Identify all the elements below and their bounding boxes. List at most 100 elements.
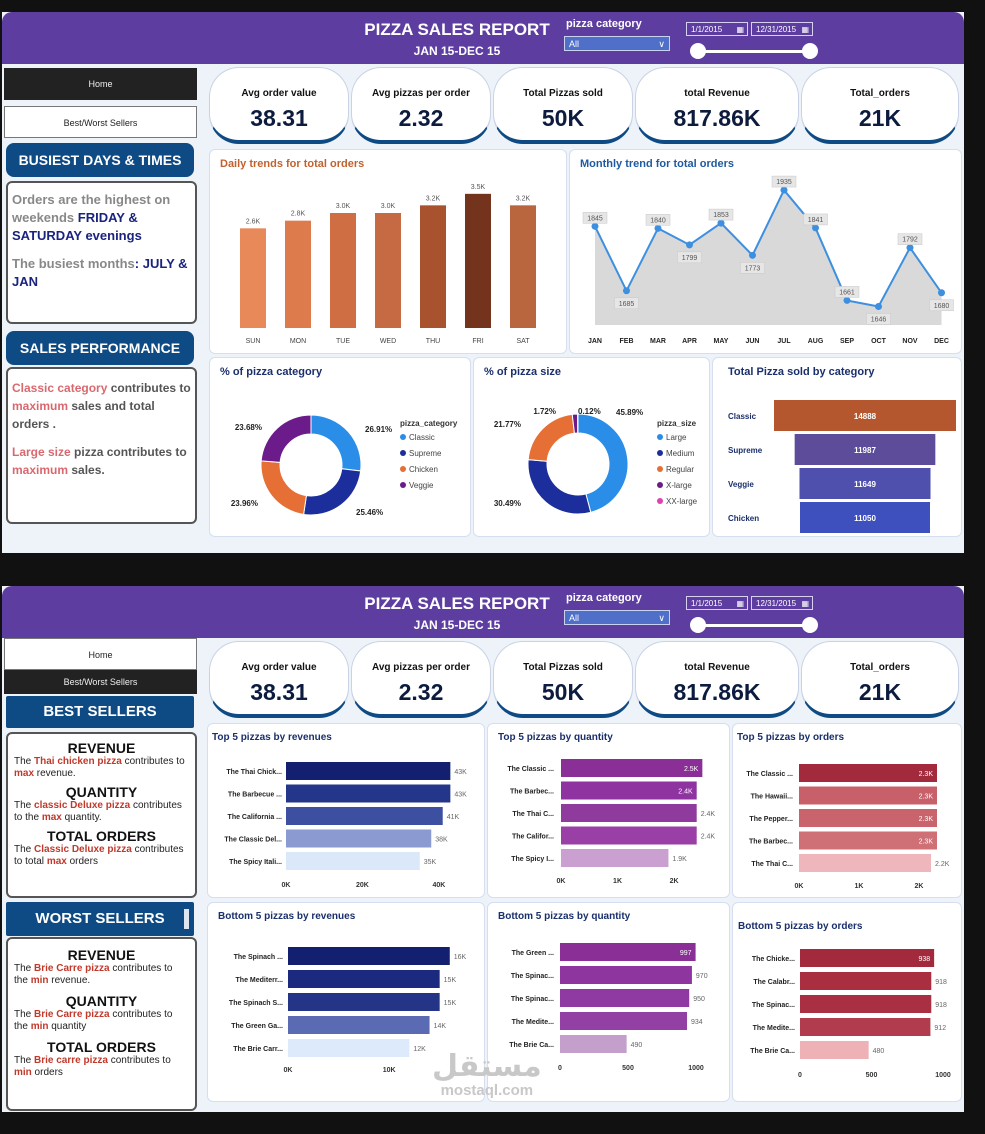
svg-bot_orders-bar — [800, 995, 932, 1013]
daily-bar — [285, 220, 311, 328]
best-worst-sellers-button[interactable]: Best/Worst Sellers — [4, 106, 197, 138]
monthly-x-tick-label: DEC — [934, 338, 949, 345]
date-start-input[interactable]: 1/1/2015 ▦ — [686, 596, 748, 610]
date-end-input[interactable]: 12/31/2015 ▦ — [751, 22, 813, 36]
svg-bot_rev-category-label: The Green Ga... — [231, 1023, 283, 1030]
svg-size-legend-marker — [657, 434, 663, 440]
monthly-x-tick-label: NOV — [902, 338, 918, 345]
best-sellers-button[interactable]: BEST SELLERS — [6, 696, 194, 728]
svg-size-legend-label: X-large — [666, 481, 692, 490]
svg-cat-slice-label: 23.96% — [231, 499, 258, 508]
svg-bot_orders-value-label: 918 — [935, 979, 947, 986]
svg-top_qty-value-label: 2.5K — [684, 766, 699, 773]
bottom-orders-title: Bottom 5 pizzas by orders — [738, 921, 863, 932]
report-header: PIZZA SALES REPORT JAN 15-DEC 15 pizza c… — [2, 12, 964, 64]
monthly-trend-line — [594, 188, 943, 308]
busiest-days-button[interactable]: BUSIEST DAYS & TIMES — [6, 143, 194, 177]
monthly-x-tick-label: JAN — [588, 338, 602, 345]
svg-bot_qty-value-label: 997 — [680, 950, 692, 957]
svg-top_rev-x-tick-label: 40K — [432, 882, 445, 889]
date-start-value: 1/1/2015 — [691, 599, 723, 608]
daily-bar-label: 3.0K — [336, 203, 351, 210]
monthly-point — [717, 219, 725, 227]
calendar-icon: ▦ — [801, 599, 809, 608]
svg-bot_qty-category-label: The Brie Ca... — [509, 1042, 554, 1049]
date-range-slider[interactable] — [697, 50, 813, 53]
svg-top_rev-bar — [286, 784, 451, 803]
date-range-slider[interactable] — [697, 624, 813, 627]
svg-top_orders-value-label: 2.3K — [919, 816, 934, 823]
monthly-label-box — [708, 208, 734, 221]
svg-bot_orders-x-tick-label: 1000 — [935, 1072, 951, 1079]
svg-size-legend-label: Medium — [666, 449, 695, 458]
svg-bot_qty-bar — [560, 943, 696, 961]
svg-top_orders-value-label: 2.3K — [919, 771, 934, 778]
svg-top_qty-category-label: The Thai C... — [512, 811, 554, 818]
date-start-input[interactable]: 1/1/2015 ▦ — [686, 22, 748, 36]
svg-top_qty-category-label: The Spicy I... — [511, 856, 554, 863]
busiest-insight-box: Orders are the highest on weekends FRIDA… — [6, 181, 197, 324]
sold-by-category-bar — [800, 502, 930, 533]
category-slicer-dropdown[interactable]: All ∨ — [564, 610, 670, 625]
scroll-indicator — [184, 909, 189, 929]
top-orders-chart: The Classic ... 2.3K The Hawaii... 2.3K The … — [746, 764, 950, 890]
svg-top_orders-category-label: The Hawaii... — [751, 794, 793, 801]
monthly-trend-panel: Monthly trend for total orders 1845 JAN 16… — [569, 149, 962, 354]
worst-sellers-button[interactable]: WORST SELLERS — [6, 902, 194, 936]
svg-top_qty-x-tick-label: 0K — [557, 878, 566, 885]
svg-bot_qty-x-tick-label: 0 — [558, 1065, 562, 1072]
svg-size-slice — [577, 413, 629, 513]
date-start-value: 1/1/2015 — [691, 25, 723, 34]
svg-top_orders-x-tick-label: 2K — [915, 883, 924, 890]
date-slider-start-handle[interactable] — [690, 617, 706, 633]
dashboard-best-worst: PIZZA SALES REPORT JAN 15-DEC 15 pizza c… — [2, 586, 964, 1112]
sold-by-category-value: 11050 — [854, 514, 876, 523]
svg-bot_qty-category-label: The Spinac... — [511, 996, 554, 1003]
pizza-category-title: % of pizza category — [220, 366, 323, 378]
date-slider-end-handle[interactable] — [802, 43, 818, 59]
sales-performance-button[interactable]: SALES PERFORMANCE — [6, 331, 194, 365]
svg-cat-slice — [310, 414, 362, 472]
svg-top_qty-value-label: 2.4K — [678, 789, 693, 796]
svg-bot_orders-bar — [800, 1018, 931, 1036]
pizza-category-panel: % of pizza category 26.91% 25.46% 23.96% 23… — [209, 357, 471, 537]
monthly-point — [843, 296, 851, 304]
monthly-x-tick-label: OCT — [871, 338, 887, 345]
bottom-quantity-chart: The Green ... 997 The Spinac... 970 The Spin… — [509, 943, 708, 1072]
svg-bot_rev-bar — [288, 947, 450, 965]
svg-bot_rev-bar — [288, 1016, 430, 1034]
monthly-point-label: 1773 — [745, 265, 761, 272]
top-revenue-title: Top 5 pizzas by revenues — [212, 732, 332, 743]
monthly-trend-chart: 1845 JAN 1685 FEB 1840 MAR 1799 APR 1853 MAY 1773 J… — [582, 175, 954, 345]
date-end-input[interactable]: 12/31/2015 ▦ — [751, 596, 813, 610]
svg-bot_orders-category-label: The Brie Ca... — [750, 1048, 795, 1055]
monthly-label-box — [866, 313, 891, 325]
best-worst-sellers-button[interactable]: Best/Worst Sellers — [4, 670, 197, 694]
bottom-revenue-title: Bottom 5 pizzas by revenues — [218, 911, 356, 922]
svg-top_rev-bar — [286, 829, 432, 848]
sold-by-category-chart: 14888 Classic 11987 Supreme 11649 Veggie 11050… — [728, 400, 956, 533]
date-slider-start-handle[interactable] — [690, 43, 706, 59]
svg-top_orders-bar — [799, 764, 937, 782]
svg-bot_rev-category-label: The Spinach ... — [234, 954, 283, 961]
monthly-point-label: 1935 — [776, 179, 792, 186]
date-slider-end-handle[interactable] — [802, 617, 818, 633]
daily-x-tick-label: MON — [290, 338, 306, 345]
svg-size-slice-label: 1.72% — [533, 407, 556, 416]
monthly-area-fill — [595, 190, 942, 325]
home-button[interactable]: Home — [4, 638, 197, 670]
best-quantity-text: The classic Deluxe pizza contributes to … — [14, 800, 182, 823]
home-button[interactable]: Home — [4, 68, 197, 100]
svg-bot_rev-bar — [288, 1039, 410, 1057]
svg-top_orders-category-label: The Barbec... — [749, 839, 793, 846]
daily-bar — [240, 228, 266, 328]
chevron-down-icon: ∨ — [658, 613, 665, 623]
category-slicer-dropdown[interactable]: All ∨ — [564, 36, 670, 51]
daily-x-tick-label: THU — [426, 338, 440, 345]
svg-top_rev-category-label: The Thai Chick... — [226, 769, 282, 776]
svg-bot_qty-x-tick-label: 500 — [622, 1065, 634, 1072]
top-quantity-title: Top 5 pizzas by quantity — [498, 732, 613, 743]
svg-top_qty-bar — [561, 759, 703, 777]
svg-size-legend-label: Large — [666, 433, 687, 442]
svg-top_qty-x-tick-label: 1K — [613, 878, 622, 885]
